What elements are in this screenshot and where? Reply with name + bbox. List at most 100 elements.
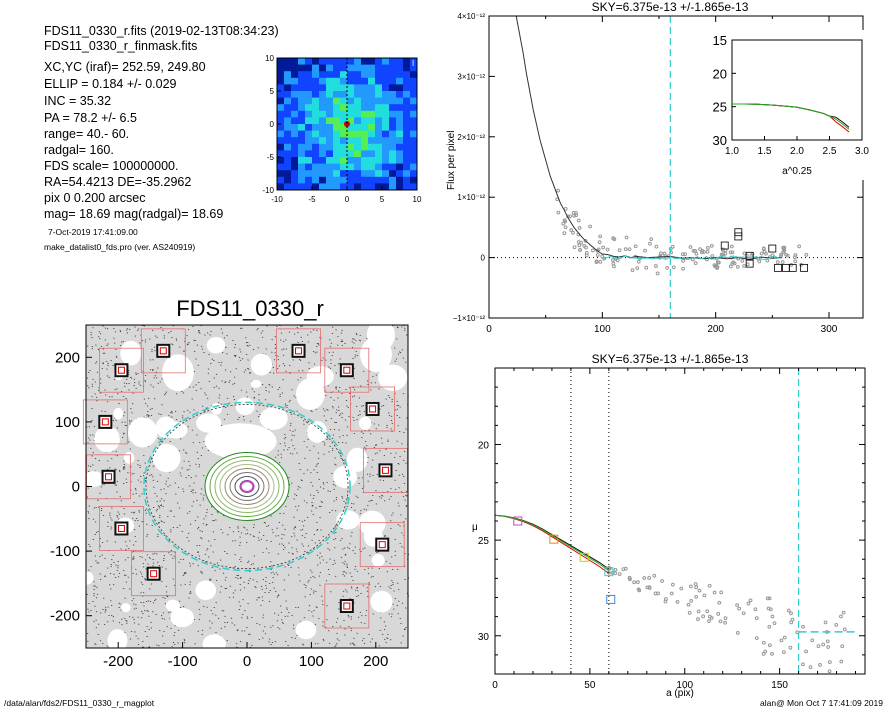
sky-square-point bbox=[734, 228, 743, 237]
velocity-map-cell bbox=[291, 163, 299, 171]
param-mag: mag= 18.69 mag(radgal)= 18.69 bbox=[44, 207, 224, 221]
sky-scatter-point bbox=[735, 264, 740, 269]
velocity-map-cell bbox=[333, 157, 341, 165]
velocity-map-cell bbox=[340, 64, 348, 72]
velocity-map-cell bbox=[291, 77, 299, 85]
sky-scatter-point bbox=[792, 255, 797, 260]
velocity-map-cell bbox=[403, 150, 411, 158]
velocity-map-cell bbox=[410, 64, 418, 72]
inset-ytick-label: 30 bbox=[713, 133, 727, 148]
inset-ytick-label: 20 bbox=[713, 66, 727, 81]
velocity-map-cell bbox=[347, 110, 355, 118]
velocity-map-cell bbox=[396, 137, 404, 145]
velocity-map-cell bbox=[298, 157, 306, 165]
velocity-map-cell bbox=[403, 58, 411, 66]
sky-xtick-label: 0 bbox=[486, 324, 492, 335]
image-xtick-label: -100 bbox=[168, 653, 198, 670]
velocity-map-cell bbox=[284, 110, 292, 118]
velocity-map-cell bbox=[368, 163, 376, 171]
velocity-map-cell bbox=[389, 91, 397, 99]
velocity-map-cell bbox=[354, 150, 362, 158]
sky-scatter-point bbox=[563, 207, 568, 211]
image-panel: -200 -100 0 100 200 200 100 0 -100 -200 bbox=[50, 320, 410, 670]
velocity-map-cell bbox=[284, 71, 292, 79]
velocity-map-cell bbox=[333, 97, 341, 105]
velocity-map-cell bbox=[354, 58, 362, 66]
sky-scatter-point bbox=[583, 239, 588, 243]
velocity-map-cell bbox=[347, 143, 355, 151]
mu-scatter-point bbox=[628, 577, 632, 582]
velocity-map-cell bbox=[326, 110, 334, 118]
velocity-map-cell bbox=[291, 58, 299, 66]
velocity-map-cell bbox=[305, 137, 313, 145]
velocity-map-cell bbox=[361, 150, 369, 158]
sky-scatter-point bbox=[615, 258, 620, 263]
sky-scatter-point bbox=[706, 246, 710, 250]
velocity-map-cell bbox=[333, 170, 341, 178]
velocity-map-cell bbox=[368, 176, 376, 184]
velocity-map-cell bbox=[277, 130, 285, 138]
sky-scatter-point bbox=[804, 252, 809, 257]
param-range: range= 40.- 60. bbox=[44, 127, 130, 141]
image-xtick-label: 200 bbox=[363, 653, 388, 670]
mu-scatter-point bbox=[613, 567, 618, 572]
velocity-map-cell bbox=[312, 71, 320, 79]
sky-scatter-point bbox=[681, 266, 685, 271]
velocity-map-cell bbox=[347, 130, 355, 138]
velocity-map-cell bbox=[410, 143, 418, 151]
velocity-map-cell bbox=[291, 143, 299, 151]
velocity-map-cell bbox=[333, 143, 341, 151]
image-mask-blob bbox=[295, 620, 317, 640]
velocity-map-cell bbox=[396, 71, 404, 79]
velocity-map-cell bbox=[396, 84, 404, 92]
mask-star-box bbox=[101, 469, 116, 484]
mu-profile-xlabel: a (pix) bbox=[666, 688, 694, 699]
velocity-map-cell bbox=[305, 71, 313, 79]
sky-scatter-point bbox=[693, 261, 698, 266]
velocity-map-cell bbox=[354, 130, 362, 138]
mu-scatter-point bbox=[617, 572, 622, 577]
sky-scatter-point bbox=[699, 250, 704, 255]
sky-scatter-point bbox=[561, 221, 566, 226]
sky-scatter-point bbox=[572, 213, 576, 218]
velocity-map-cell bbox=[382, 163, 390, 171]
mask-region-box bbox=[99, 347, 144, 393]
sky-scatter-point bbox=[742, 251, 747, 256]
velocity-map-cell bbox=[326, 97, 334, 105]
velocity-map-cell bbox=[375, 58, 383, 66]
velocity-map-cell bbox=[298, 130, 306, 138]
mask-star-box bbox=[339, 363, 354, 378]
velocity-map-cell bbox=[389, 183, 397, 191]
sky-scatter-point bbox=[694, 251, 699, 256]
velocity-map-cell bbox=[277, 157, 285, 165]
image-mask-blob bbox=[170, 607, 195, 628]
velocity-map-ytick-label: 0 bbox=[270, 120, 275, 129]
velocity-map-cell bbox=[368, 77, 376, 85]
galaxy-contour bbox=[219, 464, 275, 509]
velocity-map-cell bbox=[361, 97, 369, 105]
velocity-map-cell bbox=[403, 176, 411, 184]
velocity-map-cell bbox=[312, 163, 320, 171]
sky-scatter-point bbox=[654, 264, 658, 268]
param-radec: RA=54.4213 DE=-35.2962 bbox=[44, 175, 192, 189]
velocity-map-cell bbox=[312, 124, 320, 132]
mu-scatter-point bbox=[788, 645, 793, 650]
velocity-map-cell bbox=[312, 130, 320, 138]
velocity-map-cell bbox=[291, 117, 299, 125]
mask-star-inner bbox=[381, 466, 389, 474]
mu-scatter-point bbox=[663, 599, 668, 604]
mu-scatter-point bbox=[834, 622, 839, 627]
velocity-map-cell bbox=[410, 77, 418, 85]
velocity-map-cell bbox=[382, 183, 390, 191]
velocity-map-cell bbox=[284, 170, 292, 178]
sky-scatter-point bbox=[761, 247, 766, 251]
velocity-map-cell bbox=[305, 183, 313, 191]
velocity-map-cell bbox=[354, 183, 362, 191]
velocity-map-cell bbox=[410, 117, 418, 125]
velocity-map-cell bbox=[333, 64, 341, 72]
sky-scatter-point bbox=[600, 254, 605, 259]
image-mask-blob bbox=[336, 510, 360, 530]
velocity-map-cell bbox=[403, 77, 411, 85]
sky-scatter-point bbox=[715, 260, 720, 265]
sky-ytick-label: 2×10⁻¹² bbox=[457, 133, 485, 142]
